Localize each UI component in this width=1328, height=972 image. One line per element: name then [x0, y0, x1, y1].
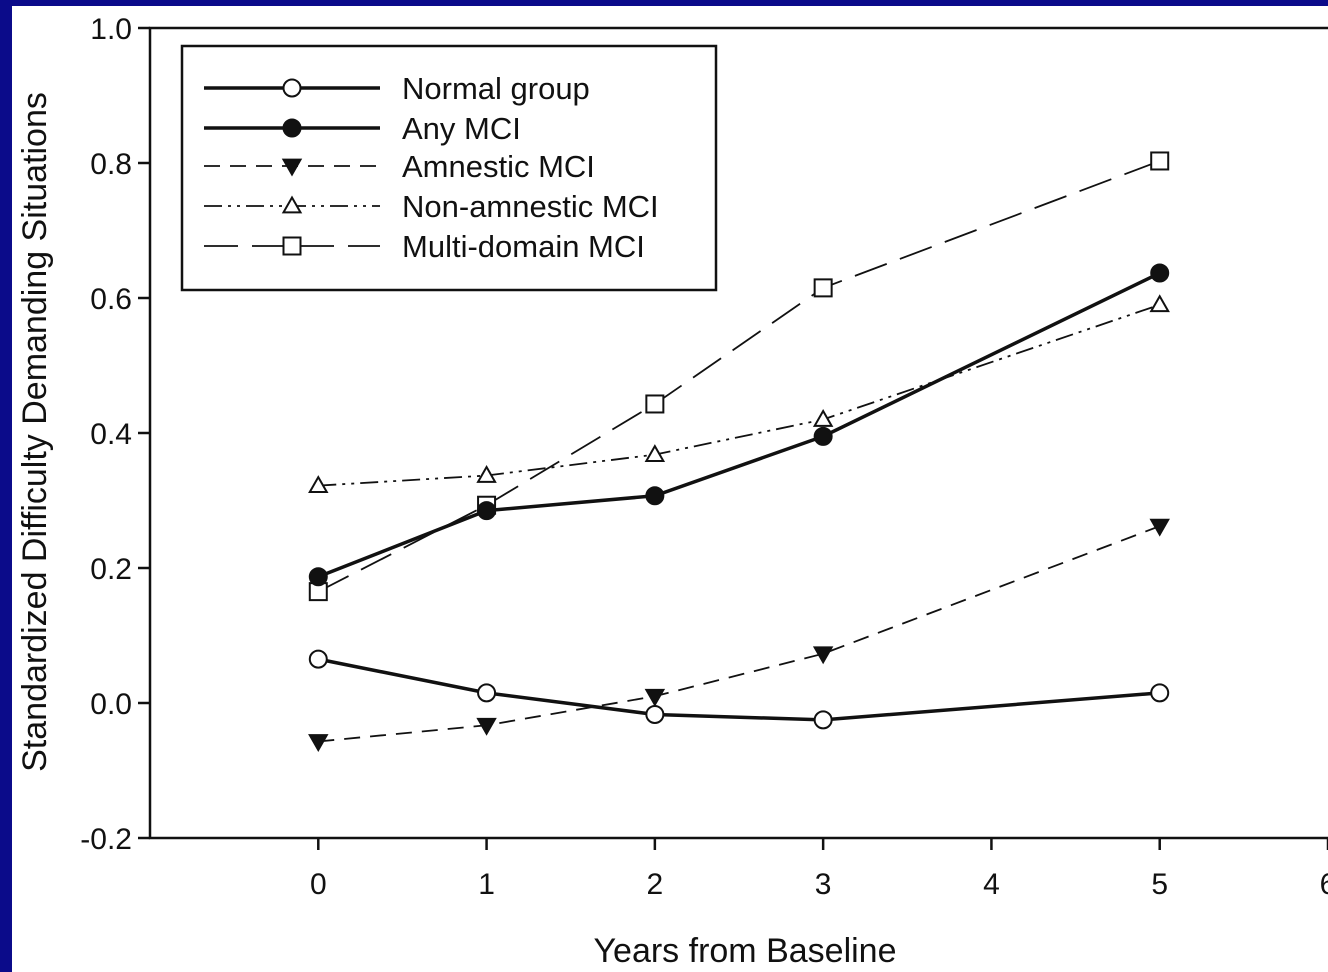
y-tick-label: 0.0: [90, 688, 132, 721]
data-point-open-triangle: [812, 408, 834, 427]
data-point-filled-triangle: [644, 688, 666, 707]
data-point-filled-circle: [282, 118, 302, 138]
y-tick-label: 0.4: [90, 418, 132, 451]
data-point-filled-triangle: [281, 158, 303, 177]
legend-label: Non-amnestic MCI: [402, 189, 659, 224]
data-point-filled-triangle: [812, 646, 834, 665]
data-point-open-square: [813, 278, 833, 298]
x-tick-label: 1: [478, 868, 495, 901]
data-point-open-circle: [645, 704, 665, 724]
data-point-filled-circle: [308, 567, 328, 587]
data-point-open-triangle: [476, 465, 497, 483]
data-point-filled-triangle: [476, 717, 497, 736]
data-point-filled-triangle: [1149, 518, 1170, 537]
data-point-open-circle: [477, 683, 497, 703]
data-point-open-circle: [308, 649, 328, 669]
data-point-open-triangle: [281, 195, 303, 214]
data-point-open-triangle: [308, 475, 329, 494]
y-tick-label: 0.6: [90, 283, 132, 316]
y-tick-label: -0.2: [80, 823, 132, 856]
y-tick-label: 0.8: [90, 148, 132, 181]
data-point-filled-circle: [645, 486, 665, 506]
x-tick-label: 3: [815, 868, 832, 901]
data-point-open-circle: [1150, 683, 1170, 703]
x-tick-label: 4: [983, 868, 1000, 901]
data-point-filled-circle: [1150, 263, 1170, 283]
x-tick-label: 0: [310, 868, 327, 901]
legend-label: Any MCI: [402, 111, 521, 146]
y-tick-label: 0.2: [90, 553, 132, 586]
data-point-filled-triangle: [308, 734, 329, 752]
data-point-open-circle: [282, 78, 302, 98]
data-point-open-circle: [813, 710, 833, 730]
data-point-open-triangle: [644, 444, 666, 462]
data-point-open-triangle: [1149, 294, 1170, 313]
y-tick-label: 1.0: [90, 13, 132, 46]
data-point-open-square: [645, 394, 665, 414]
x-axis-title: Years from Baseline: [593, 932, 896, 970]
legend-label: Normal group: [402, 71, 590, 106]
x-tick-label: 2: [647, 868, 664, 901]
legend-label: Multi-domain MCI: [402, 229, 645, 264]
legend-label: Amnestic MCI: [402, 149, 595, 184]
y-axis-title: Standardized Difficulty Demanding Situat…: [16, 92, 54, 772]
data-point-open-square: [282, 236, 302, 256]
x-tick-label: 5: [1151, 868, 1168, 901]
data-point-open-square: [1150, 151, 1170, 171]
data-point-filled-circle: [813, 426, 833, 446]
x-tick-label: 6: [1320, 868, 1328, 901]
data-point-filled-circle: [477, 501, 497, 521]
